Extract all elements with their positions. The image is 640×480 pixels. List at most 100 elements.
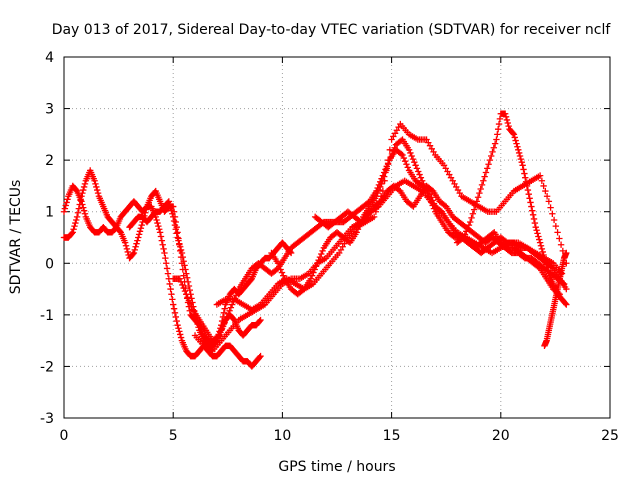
data-point — [533, 227, 540, 234]
grid-lines — [64, 57, 610, 418]
data-point — [312, 263, 320, 270]
data-point — [543, 193, 551, 200]
data-point — [94, 189, 102, 197]
data-point — [512, 137, 519, 144]
data-point — [160, 245, 167, 253]
data-point — [60, 208, 68, 215]
data-point — [470, 206, 478, 213]
data-point — [193, 317, 200, 325]
data-point — [131, 246, 138, 254]
data-point — [493, 136, 500, 143]
x-tick-label: 10 — [273, 428, 291, 444]
data-point — [477, 185, 484, 193]
data-point — [495, 120, 503, 128]
data-point — [62, 202, 69, 209]
data-point — [78, 193, 85, 200]
x-tick-label: 15 — [383, 428, 401, 444]
data-point — [383, 165, 390, 172]
data-point — [176, 240, 183, 247]
data-point — [159, 241, 166, 248]
data-point — [72, 219, 79, 227]
data-point — [307, 275, 314, 282]
data-point — [177, 246, 185, 254]
data-point — [399, 151, 406, 159]
data-point — [133, 240, 140, 247]
data-point — [535, 233, 542, 240]
data-point — [540, 251, 547, 259]
data-point — [64, 196, 71, 203]
data-point — [61, 205, 69, 212]
y-tick-label: -3 — [40, 411, 54, 427]
data-point — [476, 189, 483, 197]
data-point — [415, 168, 422, 175]
data-point — [467, 218, 474, 226]
data-point — [563, 301, 570, 308]
data-point — [183, 274, 191, 281]
data-point — [81, 180, 89, 188]
data-point — [167, 204, 174, 211]
data-point — [73, 213, 81, 221]
data-point — [63, 199, 70, 206]
data-point — [382, 169, 389, 176]
data-point — [494, 131, 501, 138]
series-track-f — [453, 110, 570, 308]
data-point — [319, 247, 326, 255]
data-point — [80, 204, 87, 211]
data-point — [505, 122, 512, 130]
chart-title: Day 013 of 2017, Sidereal Day-to-day VTE… — [52, 22, 612, 38]
x-axis-ticks: 0 5 10 15 20 25 — [60, 57, 619, 444]
x-tick-label: 20 — [492, 428, 510, 444]
data-point — [170, 305, 178, 312]
data-point — [165, 198, 173, 205]
data-point — [287, 249, 295, 257]
data-point — [194, 320, 201, 328]
data-point — [480, 177, 487, 184]
series-track-i — [311, 182, 568, 288]
data-point — [314, 260, 321, 267]
data-point — [384, 161, 392, 168]
data-point — [164, 270, 172, 277]
data-point — [227, 304, 235, 311]
data-point — [171, 309, 179, 316]
data-point — [318, 250, 325, 258]
data-point — [513, 140, 520, 147]
data-point — [171, 221, 179, 229]
data-point — [182, 266, 189, 273]
data-point — [407, 149, 414, 157]
data-point — [181, 262, 188, 269]
data-point — [137, 225, 145, 232]
data-point — [219, 313, 227, 321]
x-tick-label: 0 — [60, 428, 69, 444]
series-track-j — [541, 249, 570, 349]
data-points — [60, 110, 570, 370]
data-point — [69, 229, 76, 236]
data-point — [124, 248, 131, 256]
data-point — [166, 201, 173, 208]
data-point — [173, 317, 180, 325]
data-point — [168, 207, 175, 214]
data-point — [547, 204, 554, 211]
data-point — [74, 209, 82, 216]
x-tick-label: 5 — [169, 428, 178, 444]
data-point — [214, 334, 221, 341]
data-point — [315, 256, 322, 264]
y-tick-label: 1 — [45, 205, 54, 221]
data-point — [195, 324, 202, 331]
data-point — [522, 178, 530, 186]
data-point — [70, 226, 77, 233]
data-point — [122, 242, 130, 249]
data-point — [510, 131, 518, 138]
data-point — [257, 316, 264, 324]
y-tick-label: 0 — [45, 256, 54, 272]
data-point — [502, 113, 510, 121]
data-point — [487, 152, 495, 160]
data-point — [511, 134, 518, 141]
data-point — [468, 214, 475, 222]
data-point — [526, 195, 533, 202]
data-point — [80, 207, 88, 214]
data-point — [525, 190, 532, 198]
data-point — [176, 331, 184, 338]
data-point — [175, 325, 182, 332]
data-point — [540, 182, 547, 190]
